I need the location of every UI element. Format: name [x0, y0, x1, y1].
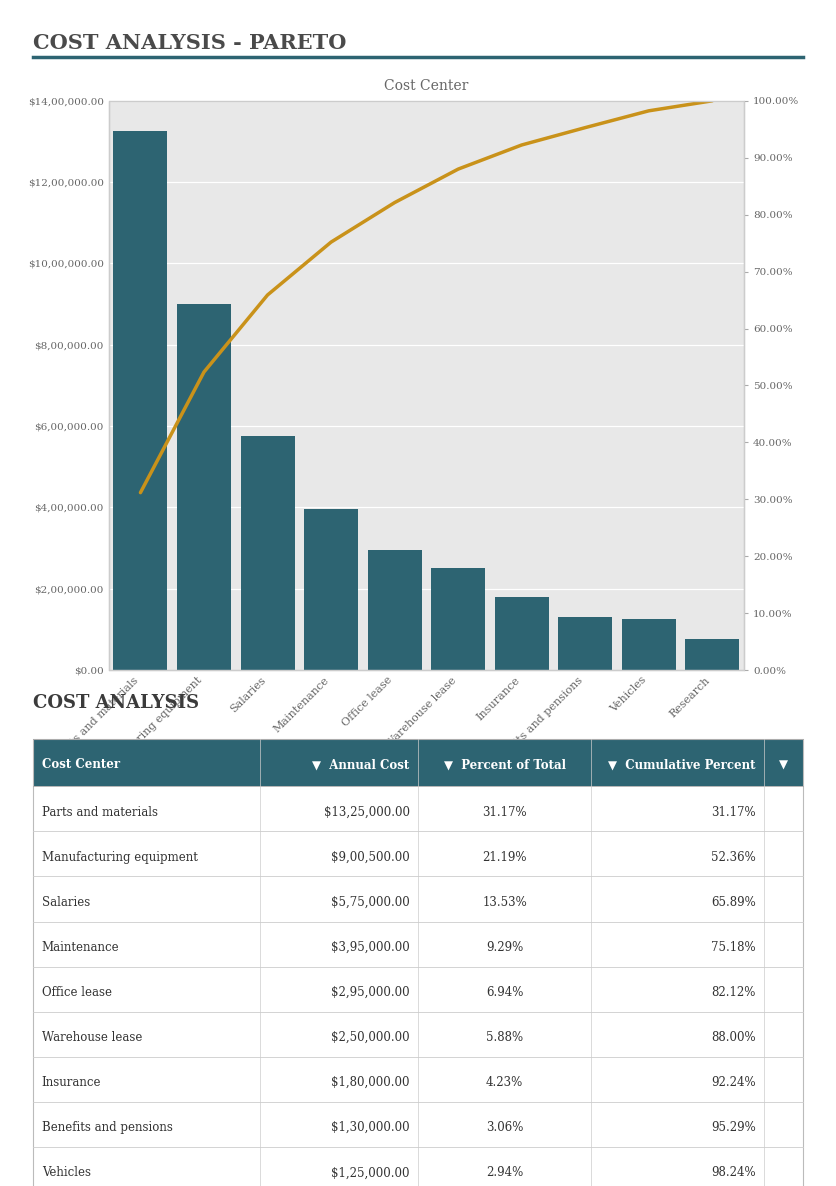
Text: $1,80,000.00: $1,80,000.00: [331, 1076, 410, 1089]
Bar: [177, 304, 231, 670]
Bar: [304, 510, 358, 670]
Text: $3,95,000.00: $3,95,000.00: [331, 940, 410, 954]
Text: Manufacturing equipment: Manufacturing equipment: [42, 850, 197, 863]
Text: $2,50,000.00: $2,50,000.00: [331, 1031, 410, 1044]
Bar: [686, 639, 739, 670]
Text: 3.06%: 3.06%: [486, 1121, 523, 1134]
Text: COST ANALYSIS: COST ANALYSIS: [33, 694, 200, 712]
Text: Maintenance: Maintenance: [42, 940, 120, 954]
Title: Cost Center: Cost Center: [385, 78, 468, 93]
Text: $1,30,000.00: $1,30,000.00: [331, 1121, 410, 1134]
Text: ▼: ▼: [779, 758, 788, 771]
Bar: [241, 436, 294, 670]
Text: $2,95,000.00: $2,95,000.00: [331, 986, 410, 999]
Text: ▼  Annual Cost: ▼ Annual Cost: [313, 758, 410, 771]
Text: $13,25,000.00: $13,25,000.00: [324, 805, 410, 818]
Text: $1,25,000.00: $1,25,000.00: [331, 1166, 410, 1179]
Text: 98.24%: 98.24%: [711, 1166, 756, 1179]
Text: 95.29%: 95.29%: [711, 1121, 756, 1134]
Text: 13.53%: 13.53%: [482, 895, 527, 908]
Text: Cost Center: Cost Center: [42, 758, 120, 771]
Text: 92.24%: 92.24%: [711, 1076, 756, 1089]
Text: ▼  Cumulative Percent: ▼ Cumulative Percent: [609, 758, 756, 771]
Text: 82.12%: 82.12%: [711, 986, 756, 999]
Text: Salaries: Salaries: [42, 895, 90, 908]
Bar: [368, 550, 421, 670]
Text: 52.36%: 52.36%: [711, 850, 756, 863]
Text: 88.00%: 88.00%: [711, 1031, 756, 1044]
Text: Insurance: Insurance: [42, 1076, 101, 1089]
Text: Parts and materials: Parts and materials: [42, 805, 158, 818]
Text: 9.29%: 9.29%: [486, 940, 523, 954]
Text: COST ANALYSIS - PARETO: COST ANALYSIS - PARETO: [33, 33, 347, 53]
Bar: [558, 617, 612, 670]
Text: 4.23%: 4.23%: [486, 1076, 523, 1089]
Text: 31.17%: 31.17%: [711, 805, 756, 818]
Text: 21.19%: 21.19%: [482, 850, 527, 863]
Text: 75.18%: 75.18%: [711, 940, 756, 954]
Text: Warehouse lease: Warehouse lease: [42, 1031, 142, 1044]
Text: Benefits and pensions: Benefits and pensions: [42, 1121, 173, 1134]
Text: ▼  Percent of Total: ▼ Percent of Total: [444, 758, 565, 771]
Text: $5,75,000.00: $5,75,000.00: [331, 895, 410, 908]
Text: Vehicles: Vehicles: [42, 1166, 91, 1179]
Text: 5.88%: 5.88%: [486, 1031, 523, 1044]
Text: 65.89%: 65.89%: [711, 895, 756, 908]
Bar: [622, 619, 675, 670]
Bar: [495, 597, 548, 670]
Text: Office lease: Office lease: [42, 986, 112, 999]
Bar: [431, 568, 485, 670]
Text: 31.17%: 31.17%: [482, 805, 527, 818]
Text: $9,00,500.00: $9,00,500.00: [331, 850, 410, 863]
Text: 2.94%: 2.94%: [486, 1166, 523, 1179]
Text: 6.94%: 6.94%: [486, 986, 523, 999]
Bar: [114, 132, 167, 670]
